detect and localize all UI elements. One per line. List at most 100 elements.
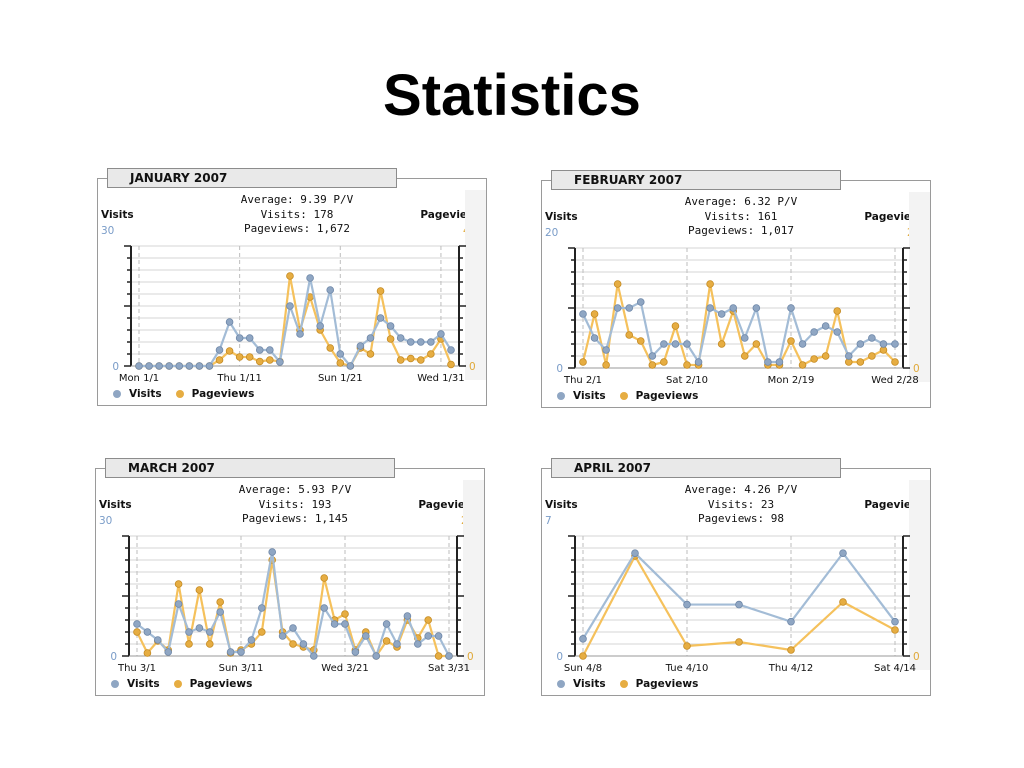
x-tick-label: Mon 2/19	[768, 375, 815, 386]
summary-average: Average: 6.32 P/V	[684, 195, 798, 208]
point-visits	[590, 334, 599, 342]
point-visits	[891, 340, 899, 348]
point-pageviews	[752, 340, 761, 348]
legend-label-pageviews: Pageviews	[189, 678, 253, 690]
summary-average: Average: 9.39 P/V	[240, 193, 354, 206]
y-axis-label-left: Visits	[99, 499, 132, 511]
point-visits	[205, 362, 214, 370]
point-visits	[406, 338, 415, 346]
point-visits	[153, 636, 162, 644]
point-visits	[798, 340, 807, 348]
x-tick-label: Thu 1/11	[216, 373, 261, 384]
point-visits	[258, 604, 266, 612]
x-tick-label: Sat 2/10	[666, 375, 708, 386]
x-tick-label: Thu 3/1	[117, 663, 156, 674]
chart-legend: Visits Pageviews	[113, 388, 268, 400]
point-visits	[133, 620, 141, 628]
point-pageviews	[660, 358, 668, 366]
point-pageviews	[195, 586, 204, 594]
point-pageviews	[215, 356, 224, 364]
point-visits	[683, 600, 691, 609]
point-pageviews	[735, 638, 743, 646]
point-visits	[326, 286, 335, 294]
point-visits	[447, 346, 455, 354]
point-visits	[155, 362, 163, 370]
point-pageviews	[326, 344, 335, 352]
point-pageviews	[185, 640, 193, 648]
plot-background-strip	[909, 480, 930, 670]
y-axis-min-right: 0	[913, 651, 920, 663]
point-pageviews	[289, 640, 297, 648]
x-tick-label: Sat 4/14	[874, 663, 916, 674]
legend-item-pageviews: Pageviews	[619, 678, 698, 690]
x-tick-label: Wed 3/21	[321, 663, 368, 674]
y-axis-label-left: Visits	[545, 211, 578, 223]
legend-item-pageviews: Pageviews	[175, 388, 255, 400]
point-pageviews	[341, 610, 349, 618]
point-visits	[856, 340, 865, 348]
point-visits	[215, 346, 224, 354]
point-visits	[648, 352, 657, 360]
x-tick-label: Thu 4/12	[768, 663, 813, 674]
chart-panel-february: FEBRUARY 2007 Average: 6.32 P/V Visits: 16…	[541, 170, 931, 408]
x-tick-label: Sun 1/21	[318, 373, 363, 384]
point-visits	[185, 628, 193, 636]
point-visits	[306, 274, 314, 282]
chart-title: MARCH 2007	[105, 458, 395, 478]
x-tick-label: Wed 1/31	[417, 373, 464, 384]
point-visits	[276, 358, 284, 366]
summary-pageviews: Pageviews: 1,145	[242, 512, 348, 525]
chart-summary: Average: 6.32 P/V Visits: 161 Pageviews: 1…	[641, 195, 841, 239]
point-pageviews	[706, 280, 714, 288]
y-axis-min-left: 0	[556, 651, 563, 663]
point-pageviews	[579, 358, 587, 366]
point-visits	[683, 340, 691, 348]
point-visits	[376, 314, 385, 322]
series-line-visits	[582, 300, 895, 364]
legend-dot-visits	[111, 680, 119, 688]
point-pageviews	[366, 350, 375, 358]
point-visits	[631, 549, 639, 557]
point-visits	[717, 310, 726, 318]
point-pageviews	[648, 361, 657, 369]
point-visits	[833, 328, 842, 336]
chart-summary: Average: 4.26 P/V Visits: 23 Pageviews: 98	[641, 483, 841, 527]
y-axis-min-right: 0	[467, 651, 474, 663]
summary-pageviews: Pageviews: 98	[697, 512, 785, 525]
chart-title: JANUARY 2007	[107, 168, 397, 188]
point-visits	[434, 632, 443, 640]
point-visits	[185, 362, 194, 370]
legend-item-visits: Visits	[113, 388, 162, 400]
point-visits	[706, 304, 714, 312]
point-visits	[787, 304, 795, 312]
point-pageviews	[133, 628, 141, 636]
point-pageviews	[856, 358, 865, 366]
legend-label-pageviews: Pageviews	[191, 388, 255, 400]
point-visits	[237, 648, 245, 656]
point-visits	[286, 302, 294, 310]
point-visits	[403, 612, 412, 620]
point-visits	[740, 334, 749, 342]
point-visits	[195, 362, 204, 370]
y-axis-label-left: Visits	[545, 499, 578, 511]
legend-dot-pageviews	[175, 390, 184, 398]
summary-visits: Visits: 161	[704, 209, 778, 223]
y-axis-max-left: 7	[545, 515, 552, 527]
point-visits	[386, 322, 395, 330]
point-visits	[289, 624, 297, 632]
point-visits	[424, 632, 433, 640]
point-visits	[671, 340, 680, 348]
chart-legend: Visits Pageviews	[557, 678, 712, 690]
point-visits	[839, 549, 847, 557]
point-pageviews	[787, 337, 795, 345]
point-pageviews	[821, 352, 830, 360]
point-pageviews	[245, 353, 254, 361]
point-pageviews	[434, 652, 443, 660]
chart-legend: Visits Pageviews	[557, 390, 712, 402]
point-visits	[879, 340, 888, 348]
point-visits	[810, 328, 818, 336]
point-pageviews	[839, 598, 847, 606]
point-visits	[417, 338, 425, 346]
point-visits	[427, 338, 435, 346]
